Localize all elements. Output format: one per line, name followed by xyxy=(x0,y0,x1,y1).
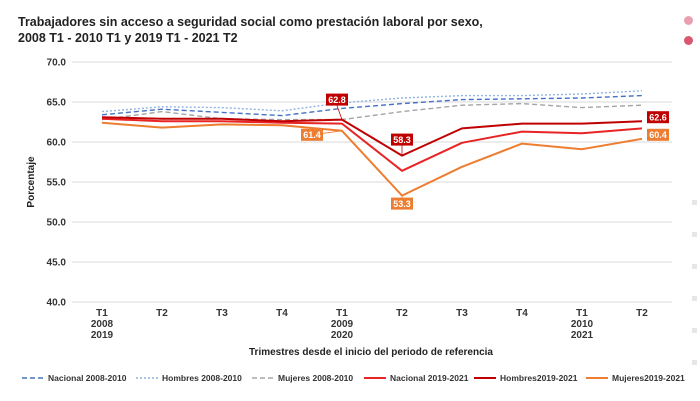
legend-label: Mujeres2019-2021 xyxy=(612,373,685,383)
decor-mark xyxy=(692,200,697,205)
legend-label: Mujeres 2008-2010 xyxy=(278,373,353,383)
data-label: 60.4 xyxy=(649,130,667,140)
series-line xyxy=(101,121,643,197)
y-tick-label: 55.0 xyxy=(47,178,67,189)
series-line xyxy=(101,102,643,121)
data-label-box xyxy=(647,128,669,141)
chart-title-line-1: Trabajadores sin acceso a seguridad soci… xyxy=(18,15,483,29)
x-tick-label: T4 xyxy=(516,308,528,319)
series-line xyxy=(101,94,643,117)
data-label: 58.3 xyxy=(393,135,411,145)
decor-mark xyxy=(692,264,697,269)
x-tick-label: T3 xyxy=(456,308,468,319)
decor-dot-light xyxy=(684,16,693,25)
y-tick-label: 40.0 xyxy=(47,298,67,309)
chart-title-line-2: 2008 T1 - 2010 T1 y 2019 T1 - 2021 T2 xyxy=(18,31,238,45)
data-label-box xyxy=(391,133,413,146)
x-tick-label: T1 2010 2021 xyxy=(571,308,594,341)
series-line xyxy=(101,90,643,113)
x-tick-label: T2 xyxy=(396,308,408,319)
y-tick-label: 50.0 xyxy=(47,218,67,229)
y-axis-label: Porcentaje xyxy=(26,156,37,208)
y-tick-label: 70.0 xyxy=(47,58,67,69)
x-tick-label: T1 2008 2019 xyxy=(91,308,114,341)
x-tick-label: T3 xyxy=(216,308,228,319)
legend-label: Hombres 2008-2010 xyxy=(162,373,242,383)
x-tick-label: T2 xyxy=(156,308,168,319)
decor-dot-dark xyxy=(684,36,693,45)
data-label-leader xyxy=(336,105,343,120)
data-label: 53.3 xyxy=(393,199,411,209)
y-tick-label: 60.0 xyxy=(47,138,67,149)
legend-label: Nacional 2008-2010 xyxy=(48,373,127,383)
decor-mark xyxy=(692,296,697,301)
decor-mark xyxy=(692,232,697,237)
series-line xyxy=(101,116,643,157)
decor-mark xyxy=(692,328,697,333)
legend-label: Hombres2019-2021 xyxy=(500,373,578,383)
series-line xyxy=(101,117,643,172)
data-label-box xyxy=(326,93,348,106)
y-tick-label: 45.0 xyxy=(47,258,67,269)
x-tick-label: T2 xyxy=(636,308,648,319)
data-label-box xyxy=(301,128,323,141)
data-label: 62.8 xyxy=(328,95,346,105)
x-tick-label: T4 xyxy=(276,308,288,319)
data-label-box xyxy=(391,197,413,210)
data-label: 62.6 xyxy=(649,113,667,123)
x-axis-label: Trimestres desde el inicio del periodo d… xyxy=(249,347,493,358)
legend-label: Nacional 2019-2021 xyxy=(390,373,469,383)
data-label: 61.4 xyxy=(303,130,321,140)
y-tick-label: 65.0 xyxy=(47,98,67,109)
x-tick-label: T1 2009 2020 xyxy=(331,308,354,341)
chart-title: Trabajadores sin acceso a seguridad soci… xyxy=(18,14,618,46)
decor-mark xyxy=(692,360,697,365)
data-label-box xyxy=(647,111,669,124)
